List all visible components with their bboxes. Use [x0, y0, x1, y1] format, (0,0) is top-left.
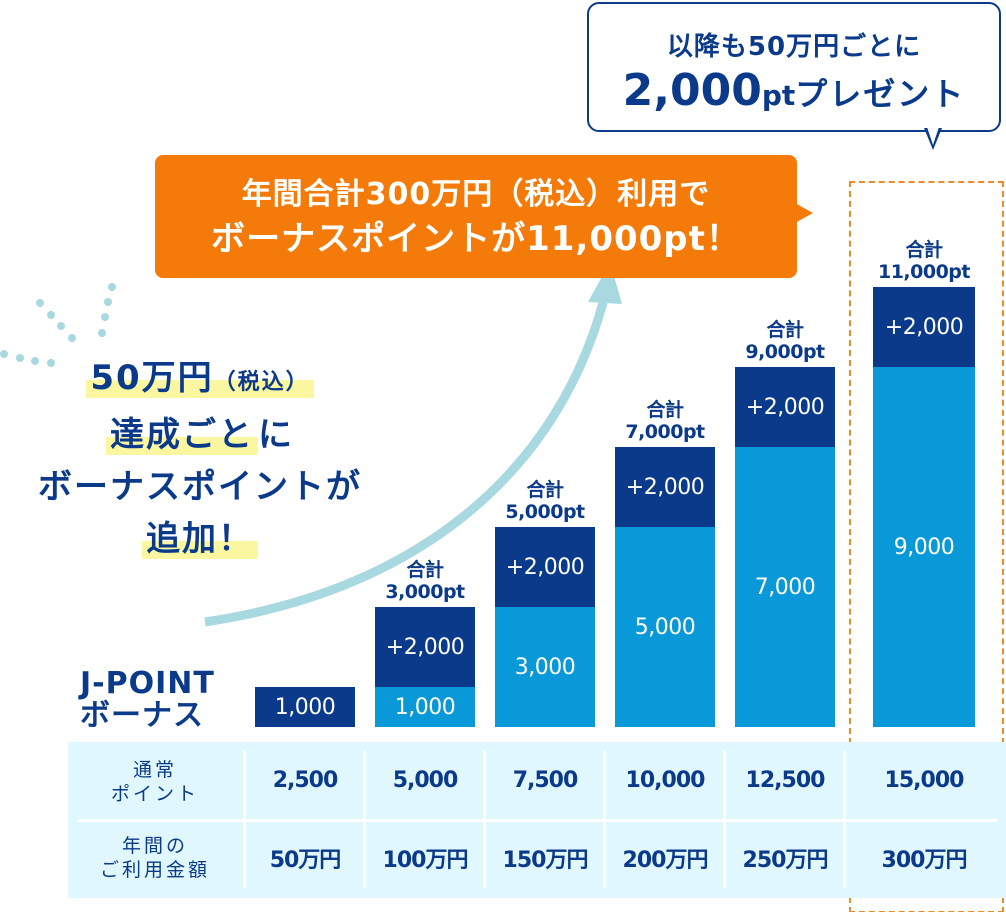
normal-points-cell: 5,000 — [392, 768, 459, 793]
explanation-highlight: 達成ごと — [106, 415, 258, 455]
explanation-text: に — [258, 415, 294, 455]
explanation-tax-note: （税込） — [213, 370, 310, 395]
callout-tail — [795, 203, 813, 223]
legend-label-line: J-POINT — [80, 666, 215, 701]
total-value: 7,000pt — [625, 421, 705, 443]
bar-bonus-points: +2,000 — [735, 367, 835, 447]
total-bonus-callout: 年間合計300万円（税込）利用で ボーナスポイントが11,000pt！ — [155, 155, 797, 278]
legend-label: J-POINT ボーナス — [80, 668, 215, 732]
annual-spend-cell: 200万円 — [622, 848, 709, 873]
row-header-line: 通常 — [132, 759, 177, 781]
total-caption: 合計 — [646, 399, 684, 421]
total-caption: 合計 — [526, 479, 564, 501]
row-header-line: ご利用金額 — [99, 859, 210, 881]
annual-spend-cell: 150万円 — [502, 848, 589, 873]
future-bonus-bubble: 以降も50万円ごとに 2,000ptプレゼント — [587, 2, 1001, 132]
table-divider — [723, 750, 726, 888]
bar-total-label: 合計 9,000pt — [725, 319, 845, 363]
table-divider — [483, 750, 486, 888]
total-value: 9,000pt — [745, 341, 825, 363]
bubble-line: 以降も50万円ごとに — [666, 32, 922, 62]
bar-base-points: 7,000 — [735, 447, 835, 727]
table-divider — [363, 750, 366, 888]
bar-bonus-points: +2,000 — [873, 287, 975, 367]
bar-bonus-points: 1,000 — [255, 687, 355, 727]
bubble-unit: pt — [761, 79, 796, 112]
row-header-line: ポイント — [110, 783, 199, 805]
bar-base-points: 3,000 — [495, 607, 595, 727]
table-divider — [603, 750, 606, 888]
bar-total-label: 合計 11,000pt — [864, 239, 984, 283]
normal-points-cell: 15,000 — [884, 768, 965, 793]
bar-total-label: 合計 3,000pt — [365, 559, 485, 603]
row-header-normal-points: 通常 ポイント — [70, 758, 240, 806]
bar-base-points: 5,000 — [615, 527, 715, 727]
total-value: 5,000pt — [505, 501, 585, 523]
total-caption: 合計 — [766, 319, 804, 341]
normal-points-cell: 10,000 — [625, 768, 706, 793]
bonus-explanation: 50万円（税込） 達成ごとに ボーナスポイントが 追加！ — [0, 352, 400, 565]
total-value: 11,000pt — [877, 261, 971, 283]
annual-spend-cell: 50万円 — [269, 848, 342, 873]
total-value: 3,000pt — [385, 581, 465, 603]
bar-bonus-points: +2,000 — [495, 527, 595, 607]
explanation-text: ボーナスポイントが — [38, 467, 362, 507]
table-divider — [78, 819, 998, 822]
table-divider — [243, 750, 246, 888]
bubble-tail-inner — [927, 127, 939, 145]
bar-base-points: 1,000 — [375, 687, 475, 727]
normal-points-cell: 2,500 — [272, 768, 339, 793]
normal-points-cell: 7,500 — [512, 768, 579, 793]
bar-total-label: 合計 7,000pt — [605, 399, 725, 443]
bubble-amount: 2,000 — [622, 65, 762, 116]
bubble-text: プレゼント — [795, 75, 966, 113]
callout-line: 年間合計300万円（税込）利用で — [241, 176, 711, 212]
callout-line: ボーナスポイントが11,000pt！ — [211, 218, 741, 259]
bar-base-points: 9,000 — [873, 367, 975, 727]
normal-points-cell: 12,500 — [745, 768, 826, 793]
row-header-annual-spend: 年間の ご利用金額 — [70, 834, 240, 882]
bar-bonus-points: +2,000 — [375, 607, 475, 687]
annual-spend-cell: 300万円 — [881, 848, 968, 873]
annual-spend-cell: 100万円 — [382, 848, 469, 873]
annual-spend-cell: 250万円 — [742, 848, 829, 873]
bar-total-label: 合計 5,000pt — [485, 479, 605, 523]
explanation-main: 50万円 — [90, 358, 214, 398]
total-caption: 合計 — [406, 559, 444, 581]
total-caption: 合計 — [905, 239, 943, 261]
explanation-highlight: 追加！ — [142, 519, 258, 559]
table-divider — [843, 750, 846, 888]
legend-label-line: ボーナス — [80, 698, 204, 733]
sparkle-dots-icon — [0, 283, 116, 367]
row-header-line: 年間の — [121, 835, 188, 857]
bar-bonus-points: +2,000 — [615, 447, 715, 527]
